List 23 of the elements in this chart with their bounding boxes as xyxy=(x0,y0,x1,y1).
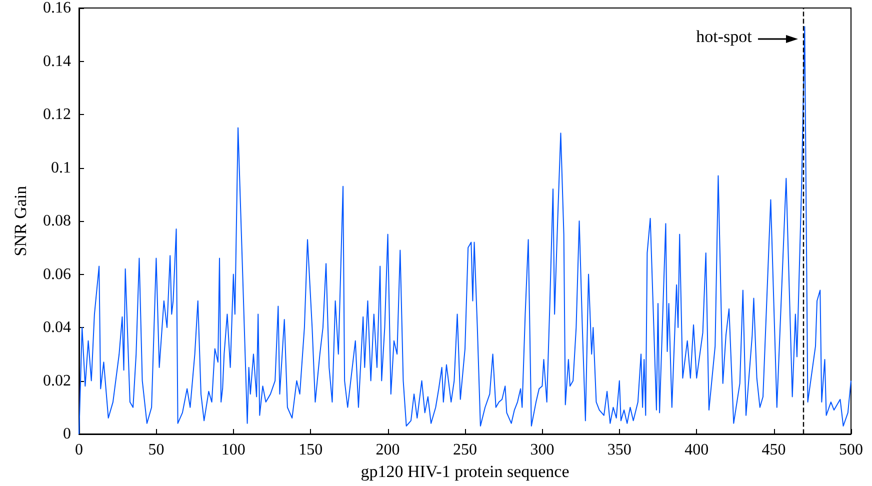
y-axis-title: SNR Gain xyxy=(11,185,30,256)
y-tick-label: 0.02 xyxy=(43,372,71,390)
annotation: hot-spot xyxy=(696,26,752,47)
x-tick-label: 0 xyxy=(75,442,83,458)
x-tick-label: 500 xyxy=(839,442,863,458)
y-tick-label: 0.08 xyxy=(43,212,71,230)
x-axis-title: gp120 HIV-1 protein sequence xyxy=(360,462,570,481)
x-tick-label: 250 xyxy=(453,442,477,458)
x-tick-label: 450 xyxy=(762,442,786,458)
y-tick-label: 0 xyxy=(63,426,71,442)
x-tick-label: 50 xyxy=(148,442,164,458)
x-tick-label: 300 xyxy=(530,442,554,458)
y-tick-label: 0.16 xyxy=(43,0,71,16)
x-tick-label: 100 xyxy=(221,442,246,458)
x-tick-label: 350 xyxy=(607,442,632,458)
x-tick-label: 150 xyxy=(298,442,323,458)
y-tick-label: 0.04 xyxy=(43,319,71,336)
y-tick-label: 0.14 xyxy=(43,52,71,70)
x-tick-label: 200 xyxy=(376,442,400,458)
x-tick-label: 400 xyxy=(684,442,709,458)
y-tick-label: 0.1 xyxy=(51,159,71,176)
y-tick-label: 0.12 xyxy=(43,106,71,123)
y-tick-label: 0.06 xyxy=(43,266,71,283)
